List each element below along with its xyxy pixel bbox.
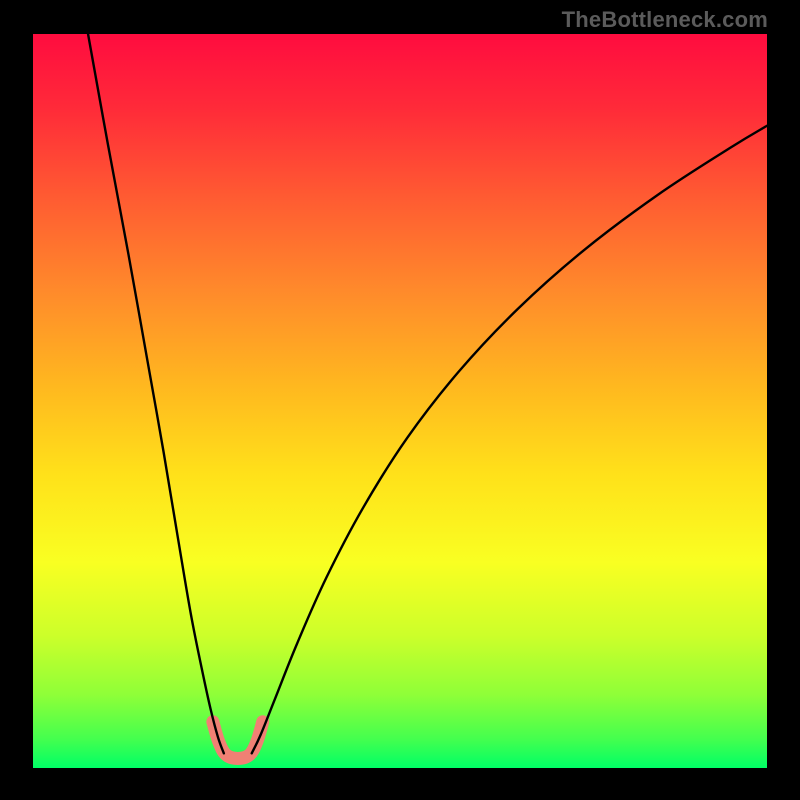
figure-root: TheBottleneck.com — [0, 0, 800, 800]
bottleneck-curve-chart — [33, 34, 767, 768]
watermark-label: TheBottleneck.com — [562, 7, 768, 33]
chart-background — [33, 34, 767, 768]
